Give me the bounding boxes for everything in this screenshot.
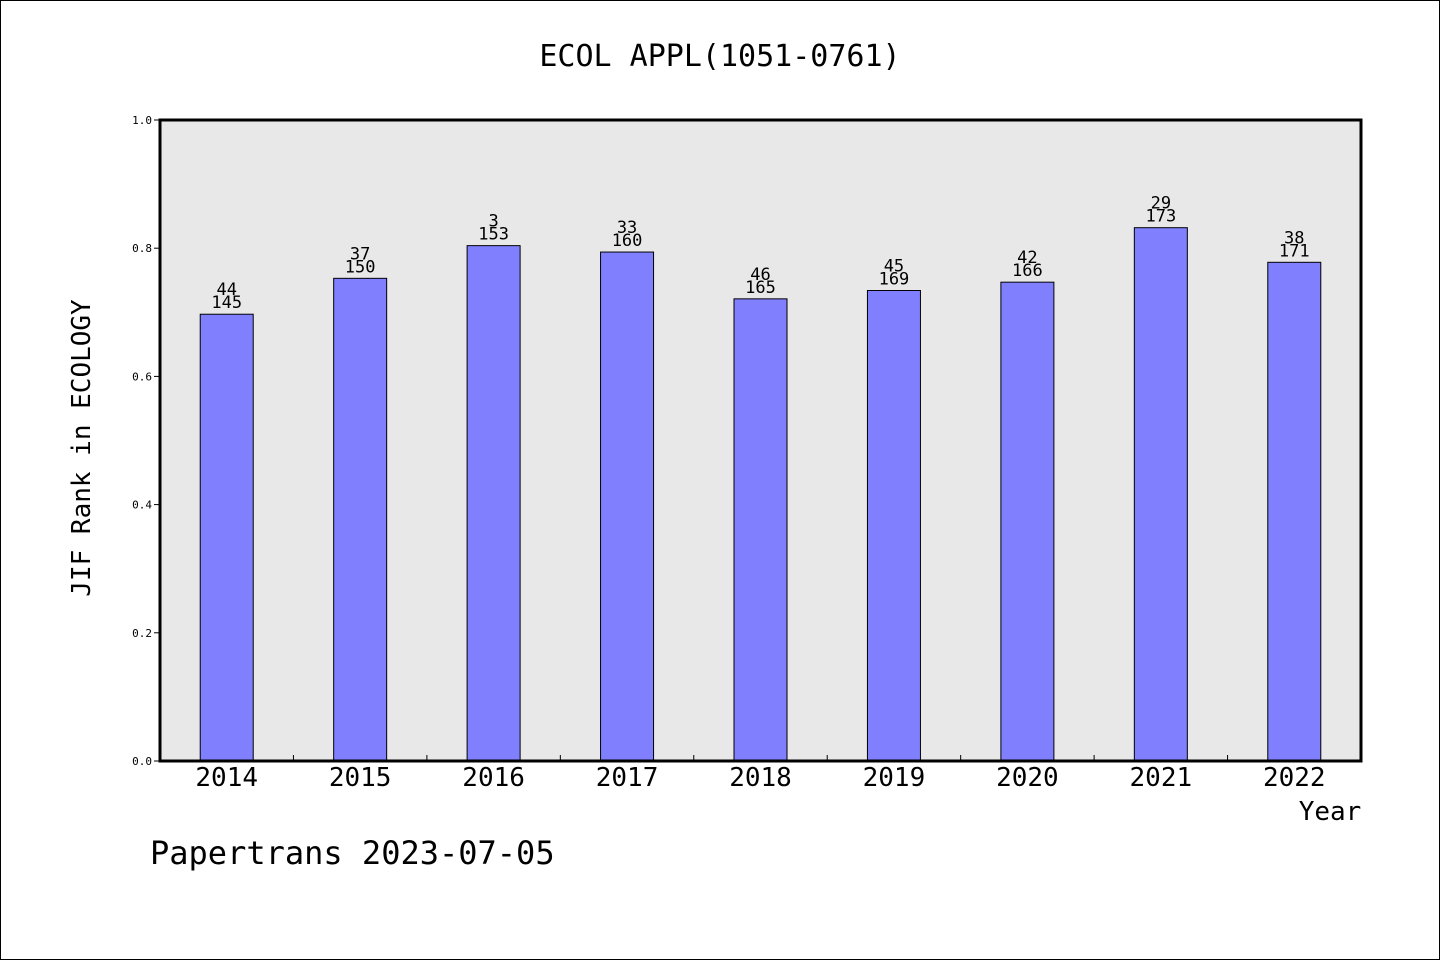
bar-total-label: 173 bbox=[1145, 207, 1176, 227]
y-tick-label: 0.2 bbox=[132, 627, 152, 640]
bar-2020 bbox=[1000, 281, 1055, 762]
bar-2017 bbox=[600, 251, 655, 762]
x-tick-label: 2015 bbox=[329, 763, 392, 793]
x-tick-label: 2017 bbox=[596, 763, 659, 793]
bar-2018 bbox=[733, 298, 788, 762]
y-axis-label: JIF Rank in ECOLOGY bbox=[67, 299, 97, 597]
x-tick-label: 2016 bbox=[462, 763, 525, 793]
bar-total-label: 166 bbox=[1012, 261, 1043, 281]
x-tick-label: 2014 bbox=[195, 763, 258, 793]
bar-2021 bbox=[1133, 227, 1188, 762]
bar-2022 bbox=[1267, 261, 1322, 762]
bar-rank-label: 33 bbox=[617, 218, 637, 238]
bar-total-label: 165 bbox=[745, 278, 776, 298]
footer-credit: Papertrans 2023-07-05 bbox=[150, 834, 555, 872]
bar-total-label: 150 bbox=[345, 257, 376, 277]
bar-total-label: 171 bbox=[1279, 241, 1310, 261]
y-tick-label: 0.6 bbox=[132, 370, 152, 383]
bar-2016 bbox=[466, 245, 521, 762]
bar-rank-label: 42 bbox=[1017, 248, 1037, 268]
x-tick-label: 2021 bbox=[1130, 763, 1193, 793]
bar-rank-label: 45 bbox=[884, 257, 904, 277]
bars-group bbox=[199, 227, 1322, 762]
bar-2019 bbox=[866, 290, 921, 762]
bar-total-label: 145 bbox=[211, 293, 242, 313]
plot-frame bbox=[158, 118, 1363, 763]
x-axis: 2014 2015 2016 2017 2018 2019 2020 2021 2022 bbox=[195, 755, 1326, 793]
y-tick-label: 1.0 bbox=[132, 114, 152, 127]
bar-rank-label: 29 bbox=[1151, 194, 1171, 214]
x-tick-label: 2022 bbox=[1263, 763, 1326, 793]
bar-2014 bbox=[199, 313, 254, 762]
x-tick-label: 2020 bbox=[996, 763, 1059, 793]
x-tick-label: 2018 bbox=[729, 763, 792, 793]
y-tick-label: 0.8 bbox=[132, 242, 152, 255]
y-axis: 0.0 0.2 0.4 0.6 0.8 1.0 bbox=[132, 114, 160, 768]
chart-title: ECOL APPL(1051-0761) bbox=[539, 39, 900, 74]
bar-2015 bbox=[333, 277, 388, 762]
bar-rank-label: 38 bbox=[1284, 228, 1304, 248]
bar-total-label: 160 bbox=[612, 231, 643, 251]
bar-rank-label: 37 bbox=[350, 244, 370, 264]
y-tick-label: 0.0 bbox=[132, 755, 152, 768]
x-axis-label: Year bbox=[1299, 797, 1362, 827]
bar-rank-label: 3 bbox=[488, 212, 498, 232]
bar-rank-label: 44 bbox=[216, 280, 236, 300]
bar-total-label: 169 bbox=[879, 270, 910, 290]
bar-rank-label: 46 bbox=[750, 265, 770, 285]
y-tick-label: 0.4 bbox=[132, 499, 152, 512]
x-tick-label: 2019 bbox=[863, 763, 926, 793]
bar-total-label: 153 bbox=[478, 225, 509, 245]
